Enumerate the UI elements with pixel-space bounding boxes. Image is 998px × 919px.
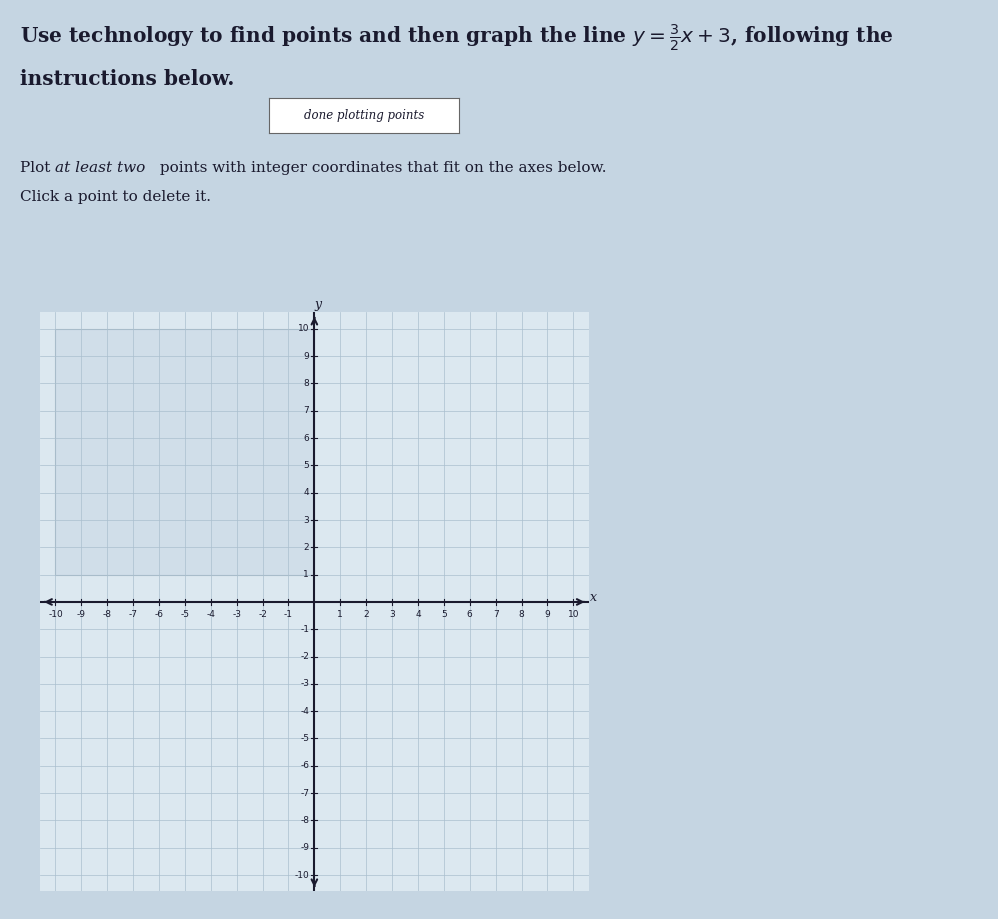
Text: 2: 2: [363, 610, 369, 619]
Text: -8: -8: [300, 816, 309, 825]
Text: Click a point to delete it.: Click a point to delete it.: [20, 190, 211, 204]
Text: -3: -3: [300, 679, 309, 688]
Text: -4: -4: [207, 610, 216, 619]
Text: -6: -6: [155, 610, 164, 619]
Text: 5: 5: [441, 610, 447, 619]
Text: -9: -9: [300, 844, 309, 852]
Text: 7: 7: [303, 406, 309, 415]
Text: Use technology to find points and then graph the line $y = \frac{3}{2}x + 3$, fo: Use technology to find points and then g…: [20, 23, 893, 53]
Text: 7: 7: [493, 610, 498, 619]
Text: 3: 3: [389, 610, 395, 619]
Text: -8: -8: [103, 610, 112, 619]
Text: Plot: Plot: [20, 161, 55, 175]
Text: 2: 2: [303, 543, 309, 551]
Text: -2: -2: [300, 652, 309, 661]
Text: -3: -3: [233, 610, 242, 619]
Text: -1: -1: [300, 625, 309, 634]
Text: 4: 4: [415, 610, 421, 619]
Text: 5: 5: [303, 461, 309, 470]
Text: -1: -1: [284, 610, 293, 619]
Text: 8: 8: [303, 379, 309, 388]
Text: instructions below.: instructions below.: [20, 69, 235, 89]
Text: -4: -4: [300, 707, 309, 716]
Text: 1: 1: [337, 610, 343, 619]
Text: done plotting points: done plotting points: [304, 109, 424, 122]
Text: points with integer coordinates that fit on the axes below.: points with integer coordinates that fit…: [155, 161, 606, 175]
Text: -2: -2: [258, 610, 267, 619]
Text: 1: 1: [303, 570, 309, 579]
Text: 3: 3: [303, 516, 309, 525]
Text: 9: 9: [303, 352, 309, 360]
Text: -5: -5: [181, 610, 190, 619]
Text: 10: 10: [297, 324, 309, 334]
Text: y: y: [314, 298, 321, 312]
Text: at least two: at least two: [55, 161, 145, 175]
Text: -9: -9: [77, 610, 86, 619]
Text: -7: -7: [129, 610, 138, 619]
Text: 4: 4: [303, 488, 309, 497]
Text: 10: 10: [568, 610, 579, 619]
Text: -7: -7: [300, 789, 309, 798]
Bar: [56, 329, 314, 574]
Text: 6: 6: [303, 434, 309, 443]
Text: x: x: [590, 591, 597, 605]
Text: 6: 6: [467, 610, 473, 619]
Text: -10: -10: [48, 610, 63, 619]
Text: -6: -6: [300, 761, 309, 770]
Text: 9: 9: [545, 610, 550, 619]
Text: 8: 8: [519, 610, 524, 619]
Text: -10: -10: [294, 870, 309, 879]
Text: -5: -5: [300, 734, 309, 743]
